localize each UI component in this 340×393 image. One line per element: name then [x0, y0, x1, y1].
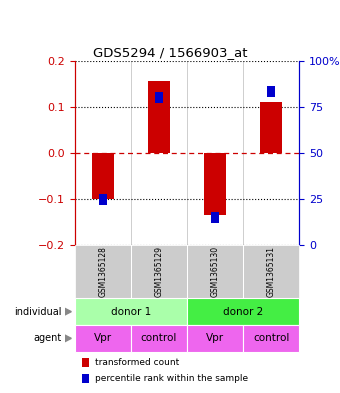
- Polygon shape: [65, 308, 71, 315]
- Text: GSM1365128: GSM1365128: [98, 246, 107, 297]
- Text: Vpr: Vpr: [94, 333, 112, 343]
- Text: control: control: [141, 333, 177, 343]
- Text: GDS5294 / 1566903_at: GDS5294 / 1566903_at: [93, 46, 247, 59]
- Bar: [99, 193, 107, 205]
- Bar: [155, 92, 163, 103]
- Text: agent: agent: [33, 333, 61, 343]
- Text: individual: individual: [14, 307, 61, 317]
- Bar: [148, 81, 170, 153]
- Bar: [267, 86, 275, 97]
- Bar: [211, 212, 219, 223]
- Polygon shape: [65, 335, 71, 342]
- Bar: [204, 153, 226, 215]
- Text: control: control: [253, 333, 289, 343]
- Bar: [260, 102, 282, 153]
- Text: transformed count: transformed count: [95, 358, 180, 367]
- Text: GSM1365130: GSM1365130: [210, 246, 220, 298]
- Text: donor 1: donor 1: [111, 307, 151, 317]
- Text: Vpr: Vpr: [206, 333, 224, 343]
- Bar: [91, 153, 114, 199]
- Text: donor 2: donor 2: [223, 307, 263, 317]
- Text: GSM1365129: GSM1365129: [154, 246, 164, 297]
- Text: GSM1365131: GSM1365131: [267, 246, 276, 297]
- Text: percentile rank within the sample: percentile rank within the sample: [95, 374, 248, 383]
